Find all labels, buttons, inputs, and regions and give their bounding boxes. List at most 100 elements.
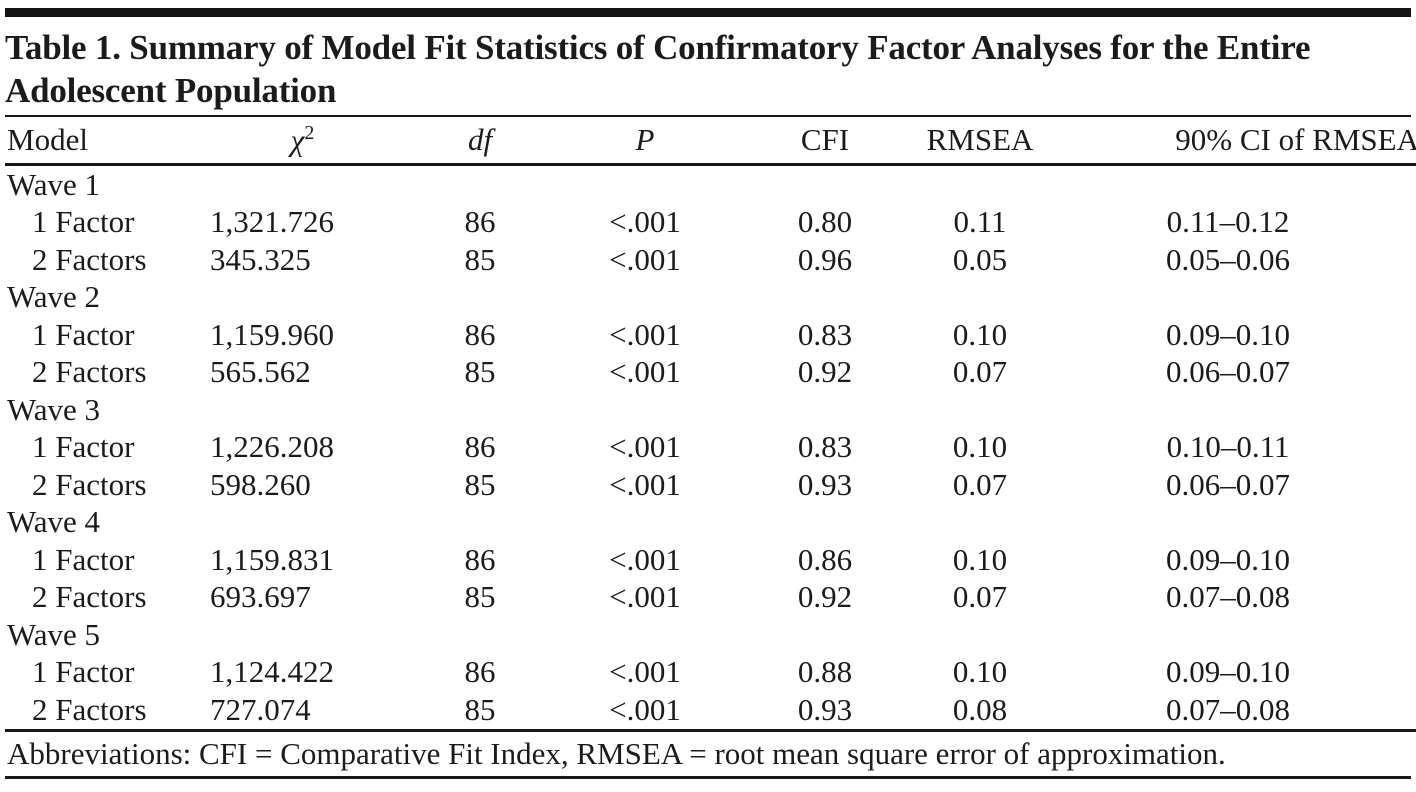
cell-model: 2 Factors xyxy=(32,354,147,390)
cell-cfi: 0.80 xyxy=(797,204,853,240)
column-header-ci-rmsea: 90% CI of RMSEA xyxy=(1035,117,1416,166)
cell-model: 2 Factors xyxy=(5,691,210,732)
table-title-line1: Table 1. Summary of Model Fit Statistics… xyxy=(5,28,1311,67)
cell-ci-rmsea: 0.09–0.10 xyxy=(1166,316,1290,352)
cell-model: 1 Factor xyxy=(32,316,135,352)
cell-cfi: 0.92 xyxy=(797,579,853,615)
cell-df: 86 xyxy=(464,654,496,690)
cell-p: <.001 xyxy=(609,204,681,240)
wave-group-row: Wave 1 xyxy=(5,165,1416,204)
cell-rmsea: 0.07 xyxy=(952,579,1008,615)
cell-cfi: 0.88 xyxy=(797,654,853,690)
column-header-p: P xyxy=(565,117,725,166)
column-header-cfi: CFI xyxy=(725,117,925,166)
cell-cfi: 0.92 xyxy=(797,354,853,390)
cell-rmsea: 0.07 xyxy=(952,354,1008,390)
cell-rmsea: 0.10 xyxy=(952,429,1008,465)
cell-rmsea: 0.10 xyxy=(952,316,1008,352)
table-footnote: Abbreviations: CFI = Comparative Fit Ind… xyxy=(5,732,1411,779)
wave-group-label: Wave 1 xyxy=(7,166,101,202)
cell-p: <.001 xyxy=(609,429,681,465)
cell-ci-rmsea: 0.10–0.11 xyxy=(1166,429,1290,465)
table-title-line2: Adolescent Population xyxy=(5,71,337,110)
cell-df: 85 xyxy=(464,354,496,390)
cell-model: 1 Factor xyxy=(32,541,135,577)
cell-model: 2 Factors xyxy=(32,466,147,502)
cell-chi-square: 345.325 xyxy=(210,241,311,277)
cell-df: 85 xyxy=(464,466,496,502)
wave-group-label: Wave 5 xyxy=(7,616,101,652)
cell-p: <.001 xyxy=(609,541,681,577)
cell-chi-square: 598.260 xyxy=(210,466,311,502)
wave-group-row: Wave 3 xyxy=(5,391,1416,429)
cell-ci-rmsea: 0.11–0.12 xyxy=(1166,204,1290,240)
cell-ci-rmsea: 0.09–0.10 xyxy=(1166,541,1290,577)
cell-rmsea: 0.10 xyxy=(952,654,1008,690)
cell-rmsea: 0.11 xyxy=(953,204,1007,240)
wave-group-row: Wave 5 xyxy=(5,616,1416,654)
cell-ci-rmsea: 0.06–0.07 xyxy=(1166,466,1290,502)
table-row: 2 Factors 727.074 85 <.001 0.93 0.08 0.0… xyxy=(5,691,1416,732)
cell-chi-square: 693.697 xyxy=(210,579,311,615)
paper-table-figure: Table 1. Summary of Model Fit Statistics… xyxy=(0,8,1416,792)
column-header-df: df xyxy=(395,117,565,166)
cell-model: 1 Factor xyxy=(32,654,135,690)
table-header: Model χ2 df P CFI RMSEA 90% CI of RMSEA xyxy=(5,117,1416,166)
cell-chi-square: 727.074 xyxy=(210,691,395,732)
cell-p: <.001 xyxy=(609,579,681,615)
cell-df: 85 xyxy=(395,691,565,732)
cell-p: <.001 xyxy=(565,691,725,732)
cell-rmsea: 0.10 xyxy=(952,541,1008,577)
table-row: 2 Factors 565.562 85 <.001 0.92 0.07 0.0… xyxy=(5,354,1416,392)
table-title: Table 1. Summary of Model Fit Statistics… xyxy=(5,26,1411,112)
column-header-rmsea: RMSEA xyxy=(925,117,1035,166)
cell-ci-rmsea: 0.09–0.10 xyxy=(1166,654,1290,690)
fit-statistics-table: Model χ2 df P CFI RMSEA 90% CI of RMSEA … xyxy=(5,117,1416,732)
cell-p: <.001 xyxy=(609,241,681,277)
cell-cfi: 0.83 xyxy=(797,429,853,465)
table-row: 1 Factor 1,159.831 86 <.001 0.86 0.10 0.… xyxy=(5,541,1416,579)
cell-chi-square: 1,124.422 xyxy=(210,654,334,690)
cell-cfi: 0.93 xyxy=(797,466,853,502)
table-body: Wave 1 1 Factor 1,321.726 86 <.001 0.80 … xyxy=(5,165,1416,732)
cell-p: <.001 xyxy=(609,466,681,502)
cell-cfi: 0.96 xyxy=(797,241,853,277)
cell-ci-rmsea: 0.05–0.06 xyxy=(1166,241,1290,277)
table-row: 2 Factors 693.697 85 <.001 0.92 0.07 0.0… xyxy=(5,579,1416,617)
wave-group-row: Wave 4 xyxy=(5,504,1416,542)
table-row: 1 Factor 1,124.422 86 <.001 0.88 0.10 0.… xyxy=(5,654,1416,692)
cell-df: 85 xyxy=(464,241,496,277)
cell-df: 86 xyxy=(464,316,496,352)
cell-chi-square: 1,159.960 xyxy=(210,316,334,352)
wave-group-label: Wave 4 xyxy=(7,504,101,540)
cell-p: <.001 xyxy=(609,316,681,352)
cell-chi-square: 1,159.831 xyxy=(210,541,334,577)
cell-cfi: 0.86 xyxy=(797,541,853,577)
cell-df: 86 xyxy=(464,541,496,577)
table-row: 2 Factors 598.260 85 <.001 0.93 0.07 0.0… xyxy=(5,466,1416,504)
cell-ci-rmsea: 0.07–0.08 xyxy=(1035,691,1416,732)
cell-model: 1 Factor xyxy=(32,429,135,465)
column-header-model: Model xyxy=(5,117,210,166)
cell-cfi: 0.83 xyxy=(797,316,853,352)
table-row: 2 Factors 345.325 85 <.001 0.96 0.05 0.0… xyxy=(5,241,1416,279)
cell-rmsea: 0.05 xyxy=(952,241,1008,277)
wave-group-label: Wave 2 xyxy=(7,279,101,315)
cell-rmsea: 0.07 xyxy=(952,466,1008,502)
chi-exponent: 2 xyxy=(304,121,315,144)
cell-ci-rmsea: 0.06–0.07 xyxy=(1166,354,1290,390)
cell-df: 86 xyxy=(464,429,496,465)
cell-p: <.001 xyxy=(609,654,681,690)
cell-model: 2 Factors xyxy=(32,579,147,615)
cell-chi-square: 565.562 xyxy=(210,354,311,390)
title-rule xyxy=(5,115,1411,117)
table-row: 1 Factor 1,226.208 86 <.001 0.83 0.10 0.… xyxy=(5,429,1416,467)
cell-chi-square: 1,321.726 xyxy=(210,204,334,240)
column-header-chi-square: χ2 xyxy=(210,117,395,166)
cell-model: 2 Factors xyxy=(32,241,147,277)
table-row: 1 Factor 1,321.726 86 <.001 0.80 0.11 0.… xyxy=(5,204,1416,242)
cell-chi-square: 1,226.208 xyxy=(210,429,334,465)
chi-symbol: χ xyxy=(290,122,305,158)
cell-rmsea: 0.08 xyxy=(925,691,1035,732)
wave-group-label: Wave 3 xyxy=(7,391,101,427)
